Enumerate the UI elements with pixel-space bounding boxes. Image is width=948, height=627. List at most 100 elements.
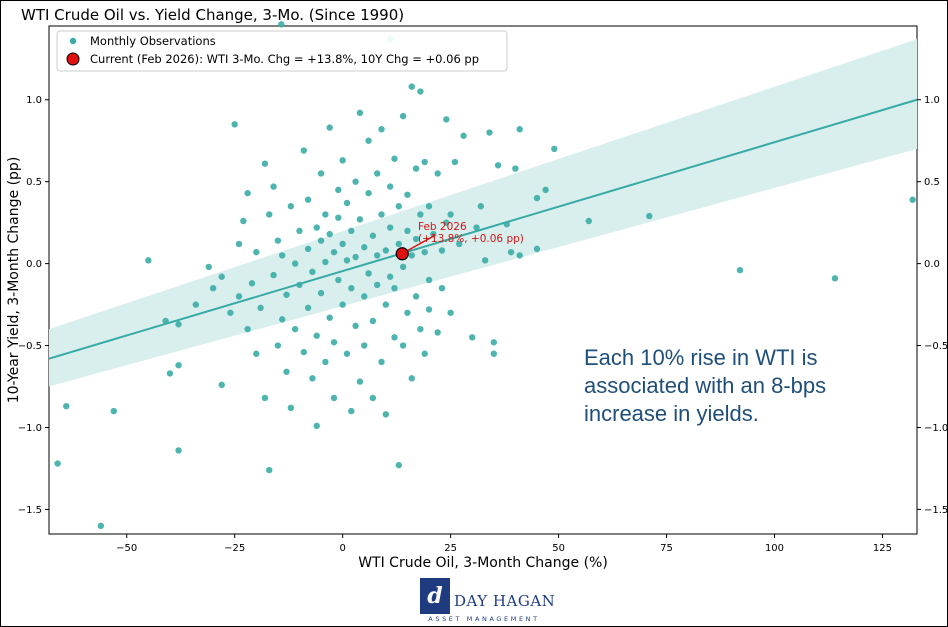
data-point (373, 252, 381, 259)
data-point (646, 212, 653, 220)
data-point (317, 289, 325, 297)
data-point (270, 183, 277, 190)
data-point (404, 191, 411, 198)
y-axis-title: 10-Year Yield, 3-Month Change (pp) (6, 157, 22, 404)
data-point (326, 124, 333, 131)
data-point (503, 221, 510, 228)
data-point (209, 284, 217, 292)
data-point (166, 370, 174, 377)
data-point (356, 378, 364, 385)
data-point (386, 183, 394, 190)
y-tick-label-left: 0.0 (26, 259, 42, 270)
data-point (335, 186, 342, 194)
callout-line-2: associated with an 8-bps (584, 373, 826, 398)
data-point (296, 281, 303, 289)
y-tick-label-right: 0.5 (924, 177, 940, 188)
y-tick-label-left: −1.0 (18, 423, 42, 434)
data-point (378, 126, 385, 133)
logo-mark-icon: d (420, 578, 450, 614)
regression-line (48, 98, 918, 360)
data-point (330, 248, 338, 256)
data-point (248, 280, 256, 287)
data-point (425, 276, 433, 284)
x-tick-label: 100 (765, 543, 784, 554)
data-point (330, 339, 338, 346)
x-tick-label: −50 (116, 543, 137, 554)
data-point (395, 461, 402, 469)
data-point (361, 244, 368, 251)
data-point (274, 237, 282, 244)
data-point (430, 230, 437, 238)
data-point (831, 275, 839, 282)
data-point (486, 129, 493, 136)
data-point (317, 237, 325, 244)
data-point (192, 301, 200, 308)
data-point (507, 248, 515, 256)
data-point (361, 342, 368, 349)
data-point (391, 334, 398, 341)
data-point (283, 368, 290, 375)
data-point (343, 350, 351, 357)
data-point (266, 211, 273, 218)
data-point (408, 375, 415, 382)
data-point (412, 165, 420, 172)
data-point (408, 252, 415, 259)
logo-name: DAY HAGAN (454, 592, 556, 610)
data-point (443, 116, 450, 123)
data-point (335, 214, 342, 221)
data-point (451, 158, 459, 166)
data-point (278, 21, 285, 28)
legend-current-swatch (66, 52, 80, 66)
data-point (417, 88, 424, 95)
x-tick-label: 0 (339, 543, 345, 554)
data-point (542, 186, 549, 194)
data-point (244, 189, 251, 197)
data-point (909, 196, 916, 203)
data-point (313, 332, 320, 339)
data-point (365, 270, 372, 277)
data-point (326, 314, 333, 321)
data-point (54, 460, 61, 467)
data-point (382, 411, 390, 418)
data-point (235, 293, 243, 300)
annotation-line-2: (+13.8%, +0.06 pp) (418, 233, 524, 245)
data-point (512, 165, 519, 172)
callout-line-3: increase in yields. (584, 401, 759, 426)
data-point (378, 211, 385, 218)
data-point (477, 203, 485, 210)
x-tick-label: 75 (660, 543, 673, 554)
data-point (373, 281, 381, 289)
legend-current-label: Current (Feb 2026): WTI 3-Mo. Chg = +13.… (90, 52, 479, 66)
data-point (404, 309, 411, 316)
data-point (322, 258, 329, 266)
data-point (460, 132, 467, 139)
y-tick-label-left: 0.5 (26, 177, 42, 188)
legend-observations-swatch (69, 37, 77, 45)
data-point (175, 362, 182, 369)
day-hagan-logo: d DAY HAGAN ASSET MANAGEMENT (420, 578, 555, 624)
data-point (304, 245, 312, 253)
data-point (205, 263, 212, 271)
data-point (399, 342, 407, 349)
data-point (309, 375, 316, 382)
data-point (473, 224, 480, 231)
y-tick-label-left: −0.5 (18, 341, 42, 352)
data-point (434, 329, 441, 336)
confidence-band-layer (49, 39, 917, 387)
data-point (421, 248, 428, 256)
data-point (421, 350, 428, 357)
data-point (395, 240, 402, 248)
x-tick-label: 50 (552, 543, 565, 554)
data-point (399, 263, 407, 271)
data-point (378, 358, 385, 366)
data-point (175, 321, 182, 328)
data-point (438, 247, 446, 254)
data-point (227, 309, 234, 316)
data-point (490, 339, 497, 346)
data-point (425, 203, 433, 210)
data-point (296, 227, 303, 235)
data-point (110, 407, 117, 415)
data-point (97, 522, 105, 530)
data-point (425, 306, 433, 313)
